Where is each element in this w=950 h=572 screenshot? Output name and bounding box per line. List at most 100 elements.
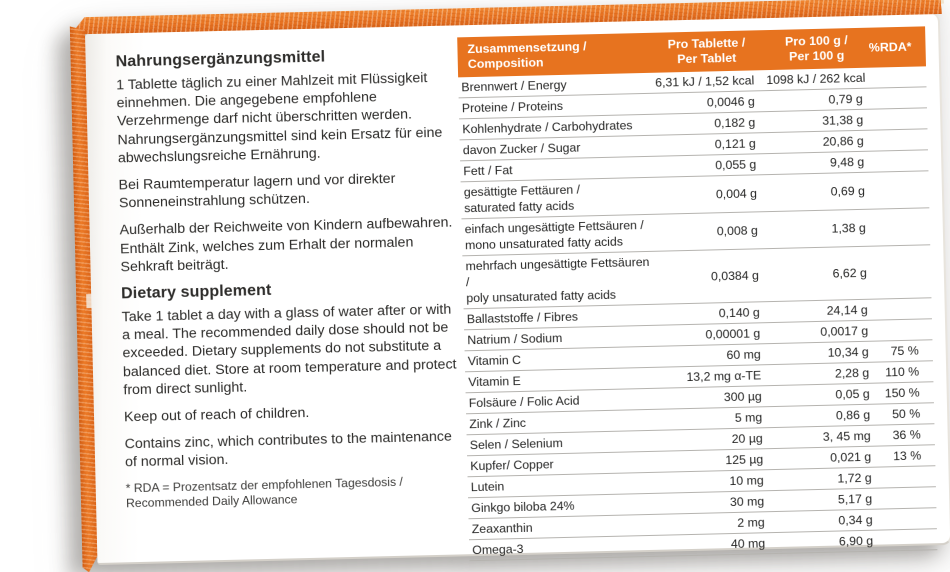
nutrient-name: Ginkgo biloba 24% (471, 498, 575, 516)
per-tablet-value: 2 mg (737, 515, 765, 530)
per-tablet-value: 20 µg (731, 431, 763, 447)
per-100g-value: 0,86 g (835, 407, 871, 423)
nutrient-name: Lutein (470, 479, 505, 495)
per-100g-value: 3, 45 mg (822, 428, 871, 444)
per-tablet-value: 0,0046 g (706, 94, 755, 110)
rda-value (869, 118, 927, 119)
per-tablet-value: 0,008 g (716, 223, 758, 239)
paragraph: 1 Tablette täglich zu einer Mahlzeit mit… (116, 70, 443, 167)
nutrient-name: Zink / Zinc (469, 415, 527, 432)
rda-value (873, 271, 931, 272)
per-100g-value: 5,17 g (837, 491, 873, 507)
rda-value: 75 % (890, 343, 919, 359)
per-100g-value: 9,48 g (829, 154, 865, 170)
nutrient-name: Kohlenhydrate / Carbohydrates (462, 118, 633, 137)
per-tablet-value: 13,2 mg α-TE (686, 368, 762, 385)
per-100g-value: 0,0017 g (820, 323, 869, 339)
nutrition-table: Zusammensetzung / Composition Pro Tablet… (457, 26, 938, 562)
rda-value (874, 308, 932, 309)
nutrient-name: gesättigte Fettäuren / saturated fatty a… (463, 182, 581, 216)
nutrient-name: Vitamin E (468, 373, 521, 390)
nutrient-name: Brennwert / Energy (461, 77, 567, 95)
per-tablet-value: 0,004 g (715, 186, 758, 202)
nutrient-name: Selen / Selenium (469, 436, 563, 453)
rda-value (878, 476, 936, 477)
per-100g-value: 0,34 g (838, 512, 873, 528)
per-100g-value: 6,62 g (832, 265, 868, 281)
paragraph: Außerhalb der Reichweite von Kindern auf… (119, 214, 453, 276)
per-tablet-value: 0,055 g (715, 157, 757, 173)
rda-value (879, 539, 937, 540)
per-tablet-value: 60 mg (726, 347, 761, 363)
per-tablet-value: 30 mg (729, 494, 765, 510)
nutrient-name: Fett / Fat (463, 163, 513, 179)
nutrient-name: Folsäure / Folic Acid (468, 393, 580, 411)
rda-value (871, 189, 929, 190)
nutrition-table-body: Brennwert / Energy 6,31 kJ / 1,52 kcal 1… (458, 66, 938, 562)
paragraph: Keep out of reach of children. (123, 405, 310, 426)
nutrient-name: Zeaxanthin (471, 520, 533, 537)
rda-value: 36 % (892, 427, 921, 443)
german-section-title: Nahrungsergänzungsmittel (115, 48, 326, 71)
rda-value (870, 160, 928, 161)
paragraph: Take 1 tablet a day with a glass of wate… (121, 301, 457, 399)
english-paragraphs: Take 1 tablet a day with a glass of wate… (121, 300, 465, 472)
rda-value: 110 % (885, 364, 920, 380)
rda-footnote: * RDA = Prozentsatz der empfohlenen Tage… (125, 474, 403, 511)
paragraph: Bei Raumtemperatur lagern und vor direkt… (118, 170, 396, 212)
nutrient-name: Ballaststoffe / Fibres (466, 309, 579, 327)
per-tablet-value: 5 mg (734, 410, 763, 425)
rda-value (868, 76, 926, 77)
per-tablet-value: 0,00001 g (705, 326, 761, 342)
nutrient-name: Kupfer/ Copper (470, 457, 554, 474)
per-100g-value: 0,021 g (829, 449, 872, 465)
per-tablet-value: 0,121 g (714, 136, 756, 152)
rda-value (874, 329, 932, 330)
nutrient-name: Proteine / Proteins (461, 98, 564, 116)
per-100g-value: 20,86 g (822, 133, 864, 149)
per-tablet-value: 10 mg (729, 473, 764, 489)
per-tablet-value: 40 mg (730, 536, 766, 552)
per-100g-value: 2,28 g (834, 365, 870, 381)
per-100g-value: 0,69 g (830, 183, 866, 199)
nutrient-name: mehrfach ungesättigte Fettsäuren / poly … (465, 254, 650, 306)
header-rda: %RDA* (868, 39, 912, 55)
rda-value: 150 % (884, 385, 920, 401)
per-100g-value: 0,79 g (828, 91, 863, 107)
per-100g-value: 10,34 g (827, 344, 869, 360)
supplement-box-back: Nahrungsergänzungsmittel 1 Tablette tägl… (70, 0, 950, 569)
nutrient-name: Omega-3 (472, 541, 524, 558)
header-per-100g: Pro 100 g / Per 100 g (784, 33, 848, 64)
per-tablet-value: 0,140 g (718, 305, 760, 321)
per-tablet-value: 0,0384 g (710, 268, 760, 284)
rda-value (869, 97, 927, 98)
german-paragraphs: 1 Tablette täglich zu einer Mahlzeit mit… (116, 68, 461, 276)
nutrient-name: einfach ungesättigte Fettsäuren / mono u… (464, 218, 644, 253)
paragraph: Contains zinc, which contributes to the … (124, 428, 453, 471)
per-100g-value: 6,90 g (838, 533, 874, 549)
english-section-title: Dietary supplement (120, 281, 272, 303)
per-100g-value: 24,14 g (826, 302, 868, 318)
per-tablet-value: 300 µg (723, 389, 762, 405)
per-100g-value: 31,38 g (822, 112, 864, 128)
rda-value (872, 226, 930, 227)
rda-value (878, 497, 936, 498)
rda-value: 13 % (892, 448, 922, 464)
per-tablet-value: 125 µg (725, 452, 764, 468)
per-100g-value: 1,72 g (837, 470, 872, 486)
per-100g-value: 1,38 g (831, 220, 866, 236)
box-back-panel: Nahrungsergänzungsmittel 1 Tablette tägl… (85, 14, 950, 565)
rda-value (870, 139, 928, 140)
per-100g-value: 0,05 g (835, 386, 870, 402)
rda-value: 50 % (891, 406, 921, 422)
usage-text-column: Nahrungsergänzungsmittel 1 Tablette tägl… (115, 45, 466, 512)
per-tablet-value: 0,182 g (714, 115, 756, 131)
per-tablet-value: 6,31 kJ / 1,52 kcal (655, 73, 755, 90)
nutrient-name: Natrium / Sodium (467, 330, 563, 348)
rda-value (879, 518, 937, 519)
nutrient-name: davon Zucker / Sugar (462, 140, 581, 158)
header-per-tablet: Pro Tablette / Per Tablet (667, 35, 746, 67)
nutrient-name: Vitamin C (467, 352, 522, 369)
header-composition: Zusammensetzung / Composition (467, 39, 587, 72)
